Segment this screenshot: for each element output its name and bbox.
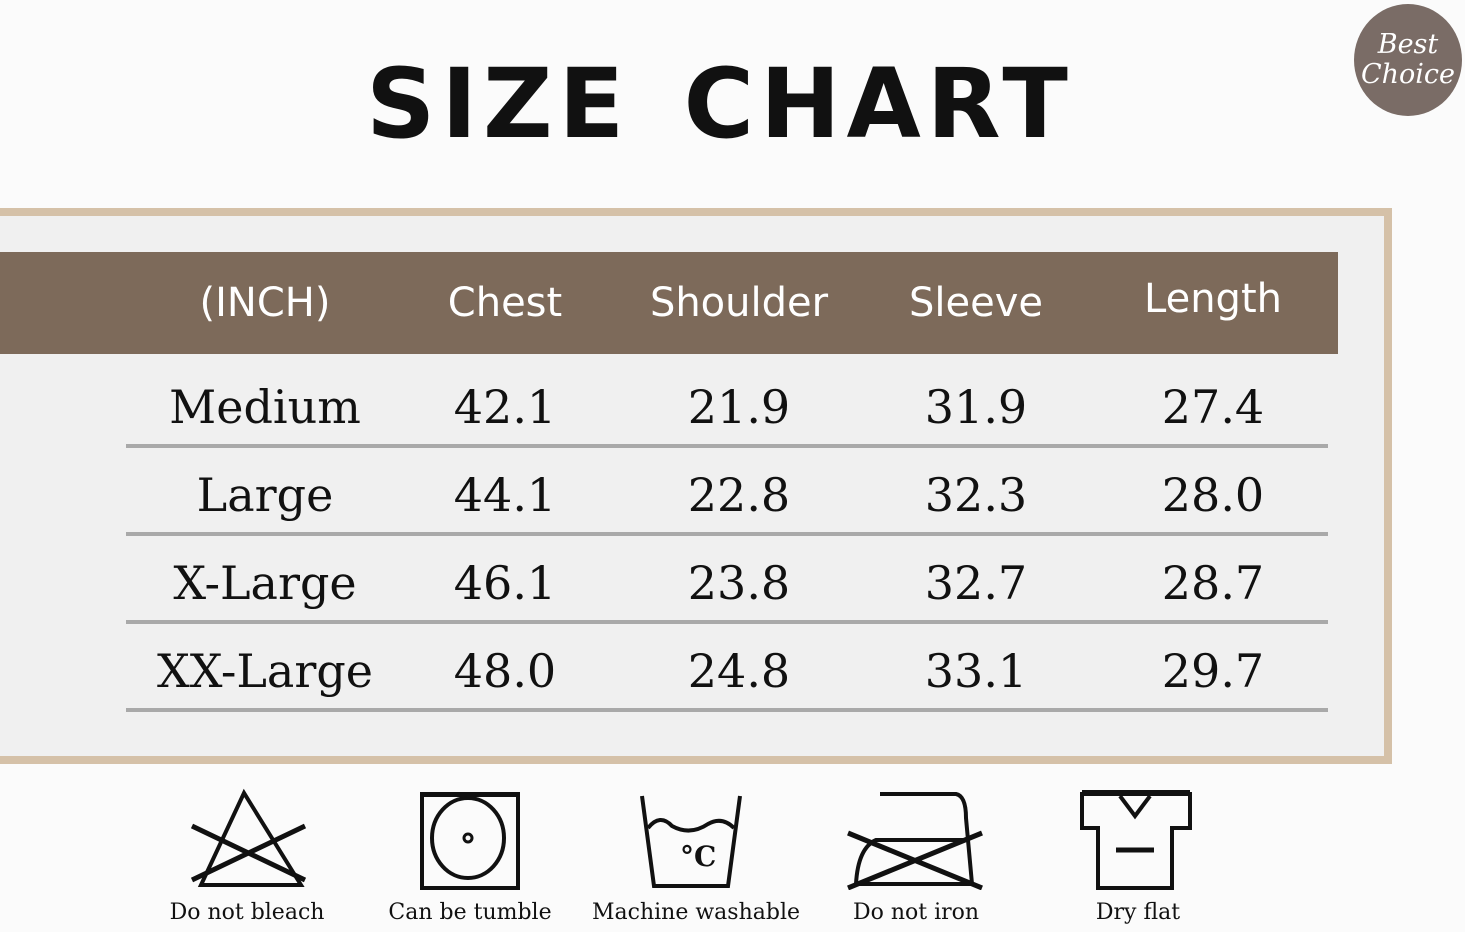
- svg-text:°C: °C: [680, 840, 716, 873]
- cell-size: XX-Large: [156, 644, 374, 698]
- cell-length: 27.4: [1161, 380, 1265, 434]
- cell-size: Large: [196, 468, 334, 522]
- table-row: X-Large 46.1 23.8 32.7 28.7: [0, 534, 1340, 622]
- machine-wash-icon: °C: [640, 795, 742, 888]
- row-separator: [126, 708, 1328, 712]
- table-row: Medium 42.1 21.9 31.9 27.4: [0, 358, 1340, 446]
- cell-chest: 46.1: [453, 556, 557, 610]
- cell-sleeve: 32.3: [924, 468, 1028, 522]
- care-no-bleach: Do not bleach: [147, 788, 347, 925]
- header-unit: (INCH): [199, 280, 331, 326]
- header-shoulder: Shoulder: [649, 280, 829, 326]
- care-no-iron: Do not iron: [816, 788, 1016, 925]
- page-title: SIZE CHART: [366, 48, 1074, 160]
- best-choice-badge: Best Choice: [1354, 4, 1462, 116]
- header-chest: Chest: [447, 280, 563, 326]
- tumble-dry-icon: [420, 792, 520, 890]
- cell-chest: 48.0: [453, 644, 557, 698]
- badge-line-1: Best: [1377, 29, 1439, 60]
- table-header: (INCH) Chest Shoulder Sleeve Length: [0, 252, 1338, 354]
- care-dry-flat: Dry flat: [1038, 788, 1238, 925]
- cell-size: X-Large: [173, 556, 357, 610]
- cell-sleeve: 32.7: [924, 556, 1028, 610]
- care-tumble: Can be tumble: [370, 788, 570, 925]
- care-label: Do not iron: [852, 900, 980, 925]
- no-iron-icon: [847, 792, 983, 890]
- cell-shoulder: 21.9: [687, 380, 791, 434]
- cell-sleeve: 33.1: [924, 644, 1028, 698]
- dry-flat-icon: [1080, 790, 1192, 890]
- cell-shoulder: 24.8: [687, 644, 791, 698]
- table-row: Large 44.1 22.8 32.3 28.0: [0, 446, 1340, 534]
- badge-line-2: Choice: [1360, 59, 1456, 90]
- header-sleeve: Sleeve: [908, 280, 1043, 326]
- cell-chest: 44.1: [453, 468, 557, 522]
- care-label: Dry flat: [1095, 900, 1181, 925]
- cell-length: 29.7: [1161, 644, 1265, 698]
- cell-chest: 42.1: [453, 380, 557, 434]
- cell-shoulder: 22.8: [687, 468, 791, 522]
- no-bleach-icon: [190, 788, 307, 887]
- header-length: Length: [1144, 276, 1282, 322]
- table-row: XX-Large 48.0 24.8 33.1 29.7: [0, 622, 1340, 710]
- row-separator: [126, 444, 1328, 448]
- row-separator: [126, 532, 1328, 536]
- cell-length: 28.0: [1161, 468, 1265, 522]
- cell-size: Medium: [169, 380, 361, 434]
- care-label: Machine washable: [592, 900, 801, 925]
- row-separator: [126, 620, 1328, 624]
- care-label: Can be tumble: [388, 900, 552, 925]
- care-machine-wash: °C Machine washable: [592, 788, 801, 925]
- cell-length: 28.7: [1161, 556, 1265, 610]
- care-label: Do not bleach: [169, 900, 325, 925]
- cell-shoulder: 23.8: [687, 556, 791, 610]
- cell-sleeve: 31.9: [924, 380, 1028, 434]
